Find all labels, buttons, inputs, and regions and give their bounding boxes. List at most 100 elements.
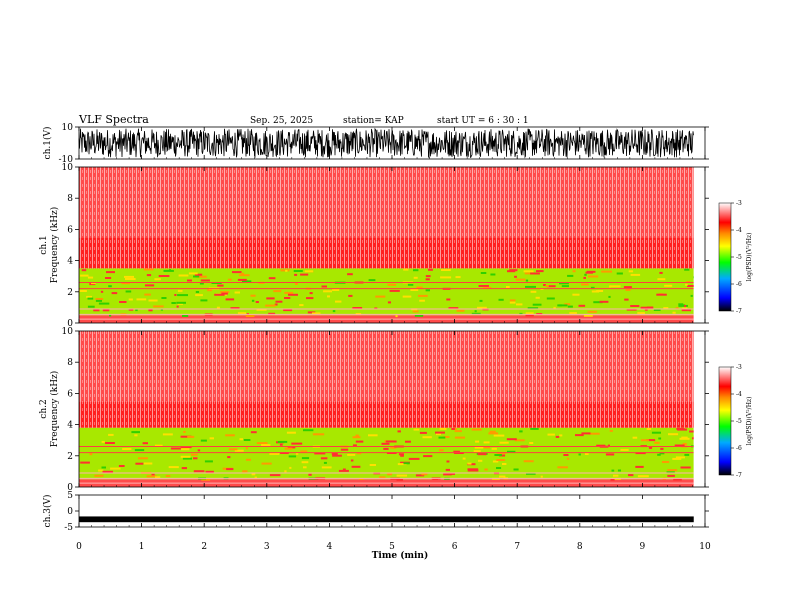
time-x-axis: 0 1 2 3 4 5 6 7 8 9 10 — [76, 127, 711, 552]
spectrogram-speckle — [143, 268, 154, 271]
spectrogram-speckle — [308, 473, 312, 476]
spectrogram-speckle — [609, 285, 621, 288]
spectrogram-speckle — [251, 473, 256, 476]
spectrogram-speckle — [284, 470, 287, 473]
y-tick-label: 2 — [67, 452, 73, 462]
spectrogram-speckle — [477, 453, 487, 456]
spectrogram-speckle — [347, 453, 356, 456]
spectrogram-speckle — [666, 471, 675, 474]
spectrogram-speckle — [148, 299, 158, 302]
spectrogram-speckle — [232, 271, 242, 274]
x-tick-label: 5 — [389, 542, 395, 552]
spectrogram-speckle — [195, 291, 200, 293]
spectrogram-speckle — [352, 307, 363, 309]
spectrogram-speckle — [171, 302, 176, 304]
spectrogram-speckle — [148, 309, 153, 312]
spectrogram-speckle — [445, 468, 450, 471]
spectrogram-speckle — [81, 269, 87, 272]
spectrogram-speckle — [640, 306, 649, 309]
ch3-waveform-trace — [79, 516, 694, 523]
spectrogram-speckle — [274, 303, 278, 306]
spectrogram-speckle — [654, 441, 660, 444]
spectrogram-speckle — [128, 308, 134, 311]
spectrogram-speckle — [323, 290, 332, 293]
spectrogram-speckle — [438, 436, 446, 439]
spectrogram-speckle — [493, 434, 505, 437]
spectrogram-speckle — [657, 453, 661, 456]
spectrogram-speckle — [230, 307, 240, 310]
spectrogram-speckle — [234, 449, 244, 452]
spectrogram-speckle — [355, 434, 359, 437]
spectrogram-speckle — [412, 310, 419, 313]
spectrogram-speckle — [672, 311, 676, 314]
spectrogram-speckle — [142, 442, 148, 445]
spectrogram-speckle — [201, 478, 211, 481]
spectrogram-speckle — [590, 286, 595, 289]
spectrogram-speckle — [455, 276, 461, 279]
spectrogram-speckle — [289, 466, 292, 469]
colorbar-tick-label: -4 — [736, 227, 742, 234]
spectrogram-speckle — [108, 433, 114, 436]
spectrogram-speckle — [546, 285, 556, 288]
spectrogram-speckle — [389, 289, 400, 292]
spectrogram-speckle — [332, 454, 342, 457]
spectrogram-speckle — [251, 299, 255, 302]
spectrogram-speckle — [398, 453, 404, 456]
spectrogram-speckle — [284, 447, 293, 450]
colorbar-tick-label: -5 — [736, 418, 742, 425]
spectrogram-speckle — [524, 272, 531, 275]
spectrogram-speckle — [583, 314, 593, 317]
y-tick-label: 8 — [67, 194, 73, 204]
spectrogram-speckle — [91, 282, 96, 285]
spectrogram-speckle — [496, 459, 505, 461]
colorbar-tick-label: -3 — [736, 364, 742, 371]
y-tick-label: 10 — [62, 123, 74, 133]
spectrogram-speckle — [226, 468, 234, 471]
spectrogram-speckle — [525, 285, 536, 288]
y-tick-label: -5 — [64, 523, 73, 533]
spectrogram-speckle — [561, 285, 569, 288]
spectrogram-speckle — [283, 309, 293, 312]
spectrogram-speckle — [454, 436, 465, 439]
spectrogram-speckle — [182, 457, 192, 460]
spectrogram-speckle — [158, 275, 170, 277]
y-tick-label: 6 — [67, 389, 73, 399]
spectrogram-speckle — [435, 431, 445, 434]
spectrogram-speckle — [95, 298, 104, 300]
spectrogram-speckle — [306, 297, 314, 300]
spectrogram-speckle — [496, 467, 502, 469]
spectrogram-speckle — [323, 461, 327, 464]
spectrogram-speckle — [221, 292, 228, 295]
x-tick-label: 8 — [577, 542, 583, 552]
spectrogram-speckle — [199, 282, 204, 285]
spectrogram-speckle — [89, 453, 93, 456]
spectrogram-speckle — [675, 307, 679, 310]
spectrogram-speckle — [122, 448, 132, 450]
spectrogram-speckle — [197, 275, 207, 278]
spectrogram-speckle — [228, 448, 238, 451]
spectrogram-speckle — [555, 435, 560, 438]
spectrogram-speckle — [205, 470, 214, 473]
ch1-frequency-label: Frequency (kHz) — [49, 207, 60, 284]
spectrogram-speckle — [80, 461, 90, 464]
spectrogram-speckle — [285, 269, 288, 272]
spectrogram-speckle — [499, 454, 506, 457]
spectrogram-speckle — [515, 278, 526, 281]
spectrogram-speckle — [439, 449, 444, 452]
spectrogram-speckle — [588, 275, 599, 278]
spectrogram-speckle — [268, 277, 276, 280]
spectrogram-speckle — [237, 312, 246, 315]
ch1-colorbar: -7 -6 -5 -4 -3 log(PSD)(V²/Hz) — [718, 200, 753, 315]
spectrogram-speckle — [677, 428, 687, 431]
spectrogram-band — [79, 427, 694, 480]
spectrogram-speckle — [180, 448, 190, 451]
ch2-colorbar-gradient — [718, 366, 732, 476]
spectrogram-speckle — [293, 270, 303, 272]
spectrogram-speckle — [225, 298, 235, 301]
spectrogram-speckle — [98, 469, 104, 472]
spectrogram-speckle — [227, 278, 232, 281]
ch1-spectrogram-ylabel: ch.1 — [39, 235, 49, 254]
spectrogram-speckle — [492, 460, 499, 463]
spectrogram-speckle — [87, 276, 94, 279]
spectrogram-speckle — [119, 301, 127, 303]
